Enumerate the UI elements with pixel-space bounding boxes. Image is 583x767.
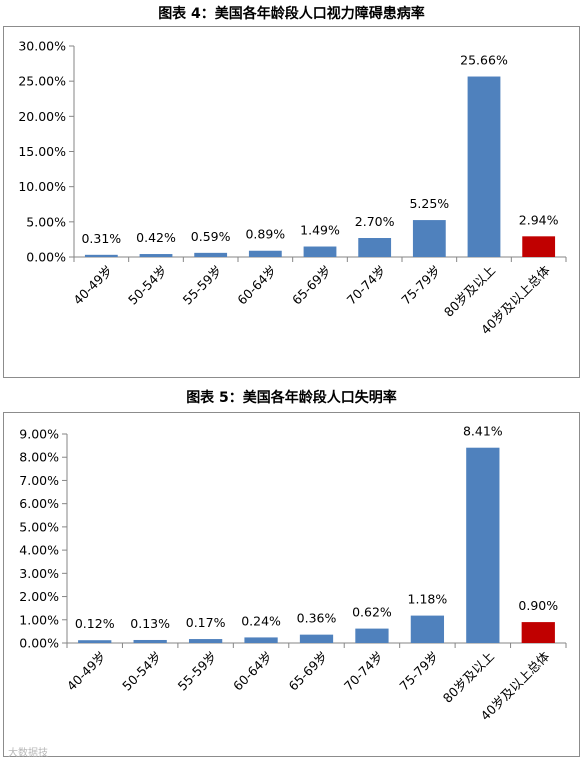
chart-1-data-label: 1.49% [300, 223, 340, 238]
chart-2-data-label: 0.90% [518, 598, 558, 613]
chart-2-data-label: 0.62% [352, 605, 392, 620]
chart-1-y-tick-label: 5.00% [26, 214, 66, 229]
chart-2-y-tick-label: 6.00% [19, 496, 59, 511]
chart-1-data-label: 2.70% [355, 214, 395, 229]
chart-1-data-label: 25.66% [460, 53, 508, 68]
chart-1-data-label: 5.25% [409, 196, 449, 211]
chart-2-y-tick-label: 9.00% [19, 427, 59, 442]
chart-2-data-label: 0.12% [75, 616, 115, 631]
chart-2-bar [78, 640, 112, 643]
chart-1-data-label: 0.31% [81, 231, 121, 246]
chart-1-bar [412, 220, 446, 257]
watermark: 大数据技 [8, 748, 48, 759]
chart-2-bar [355, 628, 389, 643]
chart-2-data-label: 8.41% [463, 424, 503, 439]
chart-2-data-label: 0.36% [297, 611, 337, 626]
chart-2-y-tick-label: 4.00% [19, 543, 59, 558]
chart-1-bar [84, 254, 118, 257]
chart-1-y-tick-label: 15.00% [18, 144, 66, 159]
chart-1-bar [303, 246, 337, 257]
chart-2-bar [466, 447, 500, 643]
chart-1: 0.00% 5.00% 10.00% 15.00% 20.00% 25.00% 30.00%… [3, 26, 580, 378]
chart-1-data-label: 0.42% [136, 230, 176, 245]
chart-1-data-label: 2.94% [519, 212, 559, 227]
chart-1-y-tick-label: 0.00% [26, 250, 66, 265]
chart-2-data-label: 0.17% [186, 615, 226, 630]
chart-1-y-tick-label: 10.00% [18, 179, 66, 194]
chart-2-y-tick-label: 8.00% [19, 450, 59, 465]
chart-2-y-tick-label: 3.00% [19, 566, 59, 581]
chart-2-data-label: 0.13% [130, 616, 170, 631]
chart-2-y-tick-label: 1.00% [19, 612, 59, 627]
chart-1-bar [194, 252, 228, 257]
chart-2-y-tick-label: 2.00% [19, 589, 59, 604]
chart-1-title: 图表 4：美国各年龄段人口视力障碍患病率 [158, 6, 425, 22]
chart-2-bar [133, 639, 167, 643]
chart-2-y-tick-label: 7.00% [19, 473, 59, 488]
chart-1-y-tick-label: 20.00% [18, 109, 66, 124]
chart-1-bar [139, 254, 173, 257]
chart-2: 0.00% 1.00% 2.00% 3.00% 4.00% 5.00% 6.00% 7.00%… [3, 412, 580, 757]
chart-2-bar [521, 622, 555, 643]
chart-1-y-tick-label: 25.00% [18, 74, 66, 89]
chart-1-data-label: 0.89% [245, 227, 285, 242]
chart-2-data-label: 1.18% [408, 592, 448, 607]
chart-1-bar [248, 250, 282, 257]
chart-2-title: 图表 5：美国各年龄段人口失明率 [186, 390, 397, 406]
chart-1-bar [467, 76, 501, 258]
chart-2-bar [299, 634, 334, 643]
chart-1-data-label: 0.59% [191, 229, 231, 244]
chart-1-y-tick-label: 30.00% [18, 39, 66, 54]
chart-2-bar [410, 615, 445, 643]
chart-2-bar [244, 637, 278, 643]
chart-1-bar [522, 236, 556, 257]
chart-2-y-tick-label: 0.00% [19, 636, 59, 651]
chart-2-y-tick-label: 5.00% [19, 519, 59, 534]
chart-2-bar [188, 639, 223, 643]
chart-1-bar [358, 238, 392, 257]
chart-2-data-label: 0.24% [241, 613, 281, 628]
